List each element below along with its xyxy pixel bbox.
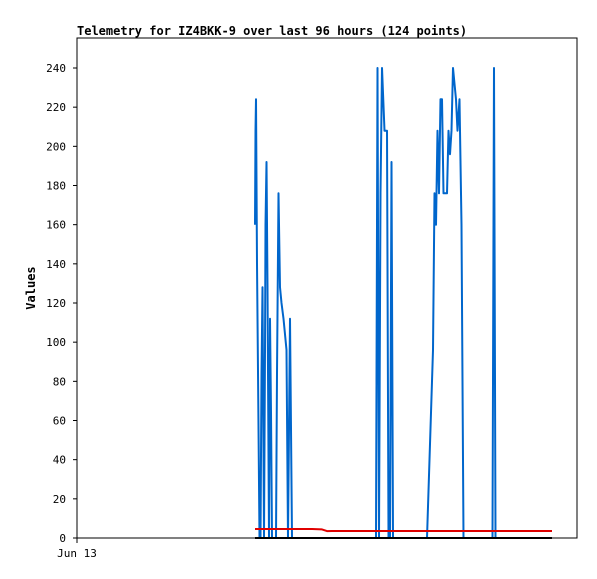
y-tick-label: 160 — [46, 219, 66, 232]
y-tick-label: 0 — [59, 532, 66, 545]
y-tick-label: 80 — [53, 375, 66, 388]
y-tick-label: 200 — [46, 140, 66, 153]
y-tick-label: 140 — [46, 258, 66, 271]
y-tick-label: 20 — [53, 493, 66, 506]
x-axis-ticks: Jun 13 — [57, 538, 97, 560]
series-line-2 — [255, 528, 552, 533]
y-tick-label: 100 — [46, 336, 66, 349]
chart-title: Telemetry for IZ4BKK-9 over last 96 hour… — [77, 24, 467, 38]
x-tick-label: Jun 13 — [57, 547, 97, 560]
series-line-1 — [254, 67, 502, 539]
y-tick-label: 40 — [53, 454, 66, 467]
plot-frame — [76, 37, 578, 539]
y-tick-label: 240 — [46, 62, 66, 75]
series-layer — [254, 67, 552, 539]
y-tick-label: 60 — [53, 415, 66, 428]
y-tick-label: 180 — [46, 180, 66, 193]
y-axis-ticks: 0 20 40 60 80 100 120 140 160 180 200 220 240 — [46, 62, 77, 545]
y-tick-label: 120 — [46, 297, 66, 310]
y-axis-label: Values — [24, 266, 38, 309]
y-tick-label: 220 — [46, 101, 66, 114]
